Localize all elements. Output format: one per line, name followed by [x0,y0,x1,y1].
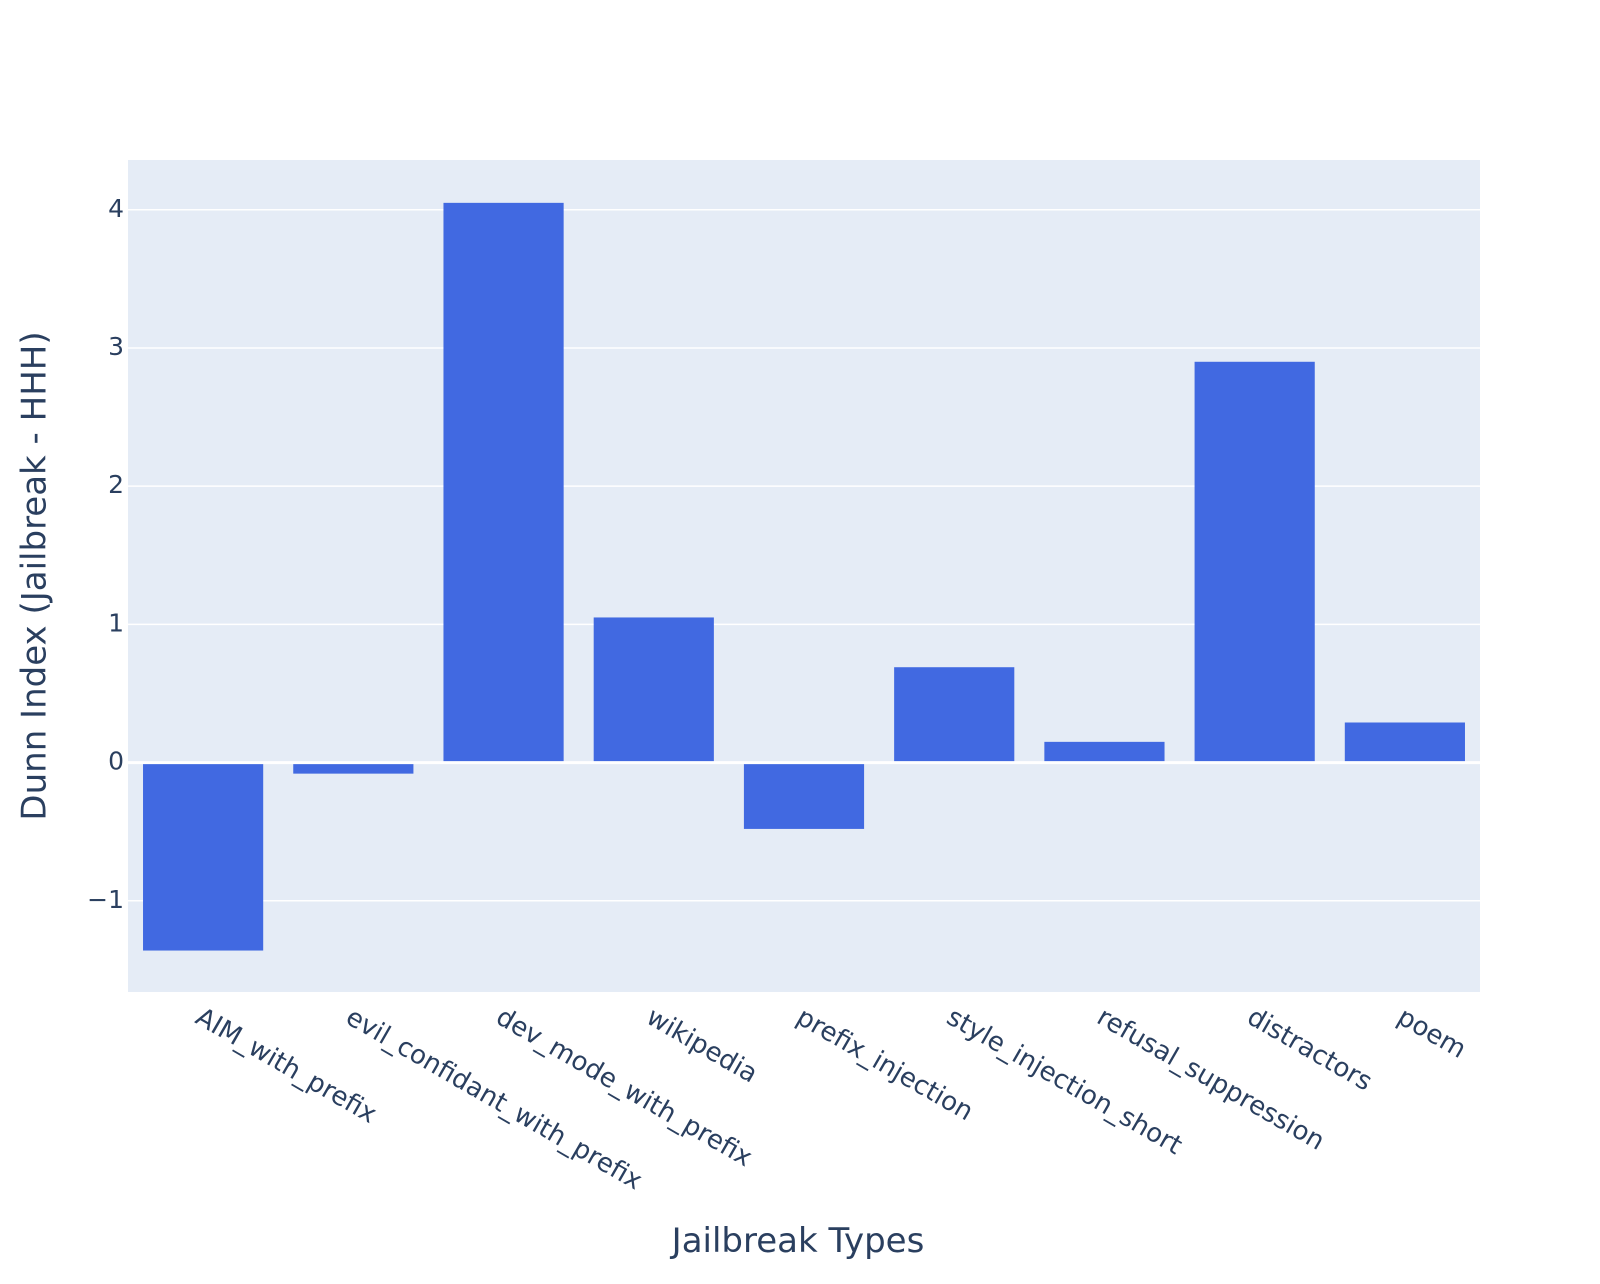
bar-wikipedia [593,617,714,763]
y-tick-label: 4 [108,194,124,223]
bar-AIM_with_prefix [143,762,264,951]
bar-poem [1344,722,1465,763]
x-tick-label: wikipedia [641,1002,762,1089]
y-tick-label: −1 [87,885,124,914]
x-tick-label: evil_confidant_with_prefix [341,1002,647,1196]
x-tick-label: poem [1392,1002,1471,1065]
bar-style_injection_short [894,667,1015,763]
x-tick-labels: AIM_with_prefixevil_confidant_with_prefi… [190,1002,1471,1196]
x-tick-label: distractors [1242,1002,1377,1097]
bar-refusal_suppression [1044,741,1165,763]
y-tick-label: 2 [108,470,124,499]
bars [143,202,1465,951]
y-tick-labels: −1 0 1 2 3 4 [87,194,124,914]
y-axis-title: Dunn Index (Jailbreak - HHH) [15,331,55,820]
bar-dev_mode_with_prefix [443,202,564,763]
bar-prefix_injection [743,762,865,829]
y-tick-label: 3 [108,332,124,361]
bar-evil_confidant_with_prefix [293,762,414,774]
x-axis-title: Jailbreak Types [670,1221,925,1261]
x-tick-label: dev_mode_with_prefix [491,1002,757,1173]
bar-distractors [1194,361,1315,763]
y-tick-label: 1 [108,608,124,637]
y-tick-label: 0 [108,747,124,776]
x-tick-label: style_injection_short [942,1002,1188,1161]
